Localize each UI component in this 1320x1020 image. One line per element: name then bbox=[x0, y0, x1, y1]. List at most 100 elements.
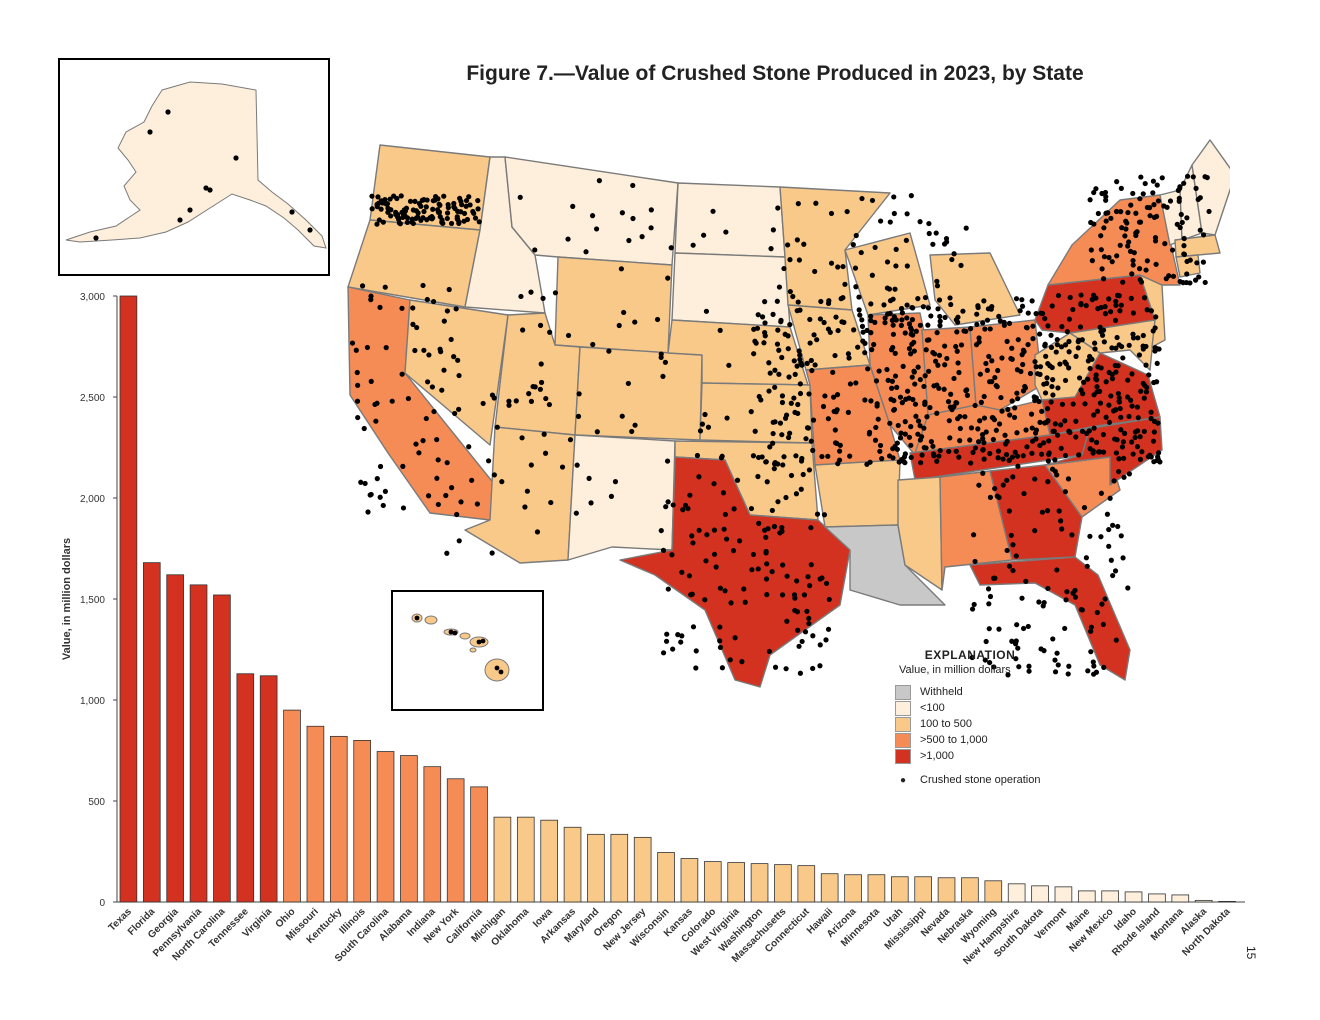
operation-dot bbox=[513, 398, 519, 404]
operation-dot bbox=[999, 355, 1005, 361]
alaska-state-shape bbox=[65, 81, 327, 249]
operation-dot bbox=[1014, 390, 1020, 396]
bar bbox=[961, 877, 979, 903]
operation-dot bbox=[399, 371, 405, 377]
operation-dot bbox=[1144, 307, 1150, 313]
operation-dot bbox=[1137, 456, 1143, 463]
operation-dot bbox=[1154, 360, 1160, 367]
legend-item-lt100: <100 bbox=[895, 700, 1095, 716]
operation-dot bbox=[1010, 567, 1016, 574]
operation-dot bbox=[894, 384, 900, 390]
operation-dot bbox=[448, 336, 454, 343]
operation-dot bbox=[543, 395, 549, 402]
operation-dot bbox=[1114, 334, 1120, 341]
operation-dot bbox=[1062, 377, 1069, 384]
operation-dot bbox=[538, 361, 544, 367]
operation-dot bbox=[1033, 364, 1039, 370]
operation-dot bbox=[825, 453, 831, 459]
legend-swatch bbox=[895, 748, 911, 764]
operation-dot bbox=[1078, 292, 1084, 298]
operation-dot bbox=[906, 395, 912, 401]
operation-dot bbox=[872, 319, 878, 325]
operation-dot bbox=[762, 320, 768, 326]
operation-dot bbox=[1038, 451, 1045, 457]
operation-dot bbox=[837, 448, 843, 454]
operation-dot bbox=[787, 288, 793, 295]
operation-dot bbox=[948, 301, 954, 308]
operation-dot bbox=[983, 360, 989, 367]
operation-dot bbox=[866, 431, 872, 437]
conterminous-us-map bbox=[330, 135, 1236, 695]
operation-dot bbox=[1141, 428, 1147, 435]
operation-dot bbox=[416, 450, 422, 456]
operation-dot bbox=[690, 540, 696, 546]
operation-dot bbox=[779, 524, 785, 531]
operation-dot bbox=[987, 450, 993, 457]
operation-dot bbox=[1062, 342, 1069, 348]
operation-dot bbox=[771, 523, 778, 530]
y-tick-label: 2,500 bbox=[80, 393, 105, 404]
operation-dot bbox=[1116, 395, 1122, 401]
operation-dot bbox=[1116, 399, 1123, 405]
operation-dot bbox=[359, 283, 366, 289]
operation-dot bbox=[424, 197, 430, 203]
operation-dot bbox=[575, 413, 582, 419]
operation-dot bbox=[721, 526, 727, 532]
operation-dot bbox=[1045, 323, 1051, 329]
operation-dot bbox=[856, 294, 862, 300]
operation-dot bbox=[931, 351, 938, 357]
operation-dot bbox=[1088, 247, 1094, 253]
operation-dot bbox=[1106, 369, 1112, 376]
operation-dot bbox=[752, 428, 758, 434]
operation-dot bbox=[957, 425, 963, 432]
operation-dot bbox=[928, 313, 934, 319]
operation-dot bbox=[606, 348, 612, 354]
operation-dot bbox=[668, 245, 674, 251]
operation-dot bbox=[942, 343, 948, 349]
operation-dot bbox=[886, 286, 893, 292]
operation-dot bbox=[1028, 411, 1035, 417]
operation-dot bbox=[1043, 353, 1049, 359]
operation-dot bbox=[1111, 478, 1117, 484]
operation-dot bbox=[1098, 490, 1104, 496]
operation-dot bbox=[717, 585, 723, 591]
operation-dot bbox=[1118, 414, 1124, 420]
operation-dot bbox=[763, 548, 769, 555]
operation-dot bbox=[761, 340, 767, 346]
operation-dot bbox=[1130, 335, 1137, 341]
operation-dot bbox=[763, 534, 769, 540]
operation-dot bbox=[1136, 266, 1143, 272]
operation-dot bbox=[1181, 235, 1187, 242]
operation-dot bbox=[1099, 601, 1105, 607]
bar bbox=[914, 876, 932, 903]
bar bbox=[423, 766, 442, 903]
operation-dot bbox=[934, 458, 940, 464]
operation-dot bbox=[1107, 309, 1114, 315]
operation-dot bbox=[953, 448, 959, 454]
operation-dot bbox=[1066, 349, 1072, 355]
operation-dot bbox=[748, 505, 755, 512]
operation-dot bbox=[779, 354, 785, 361]
operation-dot bbox=[410, 305, 416, 311]
operation-dot bbox=[532, 247, 538, 253]
operation-dot bbox=[898, 305, 905, 312]
operation-dot bbox=[1020, 625, 1027, 632]
operation-dot bbox=[1012, 405, 1018, 411]
operation-dot bbox=[1138, 388, 1144, 394]
operation-dot bbox=[1135, 415, 1141, 421]
operation-dot bbox=[1197, 227, 1203, 233]
operation-dot bbox=[1100, 449, 1107, 455]
operation-dot bbox=[1128, 202, 1134, 208]
operation-dot bbox=[1176, 198, 1182, 204]
operation-dot bbox=[771, 461, 778, 467]
operation-dot bbox=[1042, 315, 1048, 322]
operation-dot bbox=[380, 502, 386, 509]
operation-dot bbox=[1065, 476, 1072, 482]
operation-dot bbox=[770, 440, 776, 446]
operation-dot bbox=[794, 363, 800, 369]
operation-dot bbox=[972, 558, 978, 565]
operation-dot bbox=[1066, 316, 1073, 322]
bar bbox=[844, 874, 862, 903]
operation-dot bbox=[1054, 650, 1060, 656]
operation-dot bbox=[810, 447, 816, 454]
